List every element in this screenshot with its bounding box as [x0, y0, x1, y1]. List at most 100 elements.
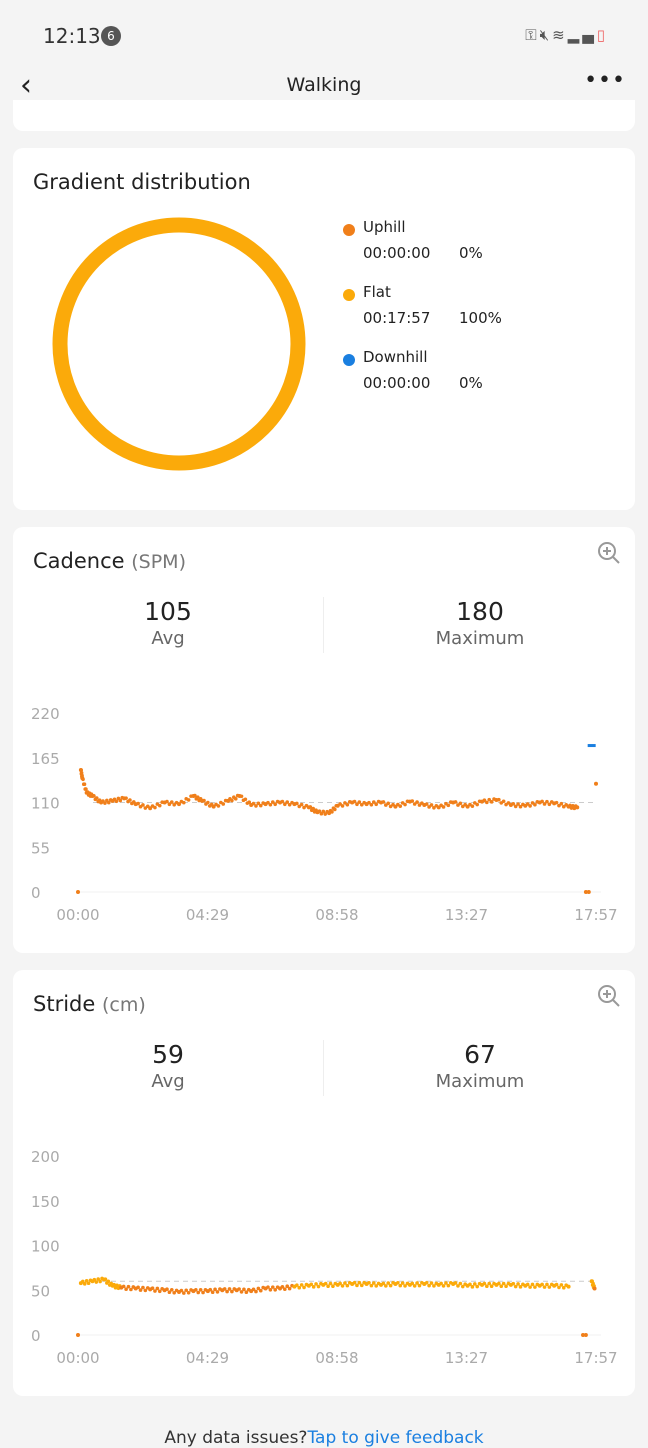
data-point [511, 802, 516, 806]
data-point [482, 1281, 487, 1286]
max-label: Maximum [435, 628, 525, 649]
data-point [256, 1286, 261, 1291]
data-point [242, 1287, 246, 1292]
data-point [412, 1284, 417, 1288]
max-value: 67 [464, 1040, 496, 1069]
data-point [530, 801, 535, 805]
data-point [554, 800, 559, 805]
data-point [79, 768, 83, 772]
data-point [581, 1333, 586, 1337]
data-point [566, 1284, 571, 1289]
data-point [76, 1333, 80, 1337]
data-point [575, 805, 580, 810]
data-point [251, 801, 256, 806]
more-options-button[interactable]: ••• [584, 68, 626, 93]
data-point [225, 1289, 229, 1294]
data-point [369, 803, 374, 807]
data-point [371, 1281, 376, 1285]
zoom-in-icon[interactable] [597, 541, 621, 565]
data-point [169, 800, 174, 804]
data-point [371, 800, 376, 804]
data-point [513, 804, 518, 809]
data-point [237, 1287, 241, 1291]
y-tick-label: 100 [31, 1238, 60, 1256]
data-point [333, 807, 337, 812]
data-point [343, 801, 347, 805]
data-point [381, 1281, 386, 1286]
data-point [499, 1284, 504, 1289]
zoom-in-icon[interactable] [597, 984, 621, 1008]
feedback-link[interactable]: Tap to give feedback [307, 1428, 484, 1448]
data-point [497, 797, 501, 802]
data-point [542, 1285, 547, 1289]
data-point [143, 1288, 148, 1293]
data-point [489, 800, 494, 804]
data-point [429, 803, 434, 807]
y-tick-label: 55 [31, 839, 50, 857]
data-point [417, 1283, 422, 1288]
data-point [497, 1281, 501, 1286]
data-point [247, 800, 252, 805]
data-point [530, 1282, 535, 1287]
data-point [268, 1288, 273, 1292]
data-point [167, 802, 172, 807]
card-title: Gradient distribution [33, 170, 251, 194]
data-point [533, 803, 537, 807]
data-point [460, 1284, 465, 1289]
data-point [94, 1280, 99, 1284]
data-point [94, 796, 99, 800]
data-point [314, 1282, 318, 1286]
data-point [396, 1280, 400, 1285]
data-point [299, 1283, 304, 1287]
data-point [155, 1286, 160, 1291]
card-title: Stride (cm) [33, 992, 146, 1016]
legend-label: Downhill [363, 348, 428, 366]
data-point [583, 1333, 588, 1337]
data-point [195, 795, 200, 800]
data-point [230, 1289, 234, 1294]
data-point [141, 803, 145, 807]
data-point [129, 1287, 133, 1292]
data-point [308, 805, 313, 809]
data-point [547, 802, 552, 807]
card-title: Cadence (SPM) [33, 549, 186, 573]
back-button[interactable]: ‹ [20, 68, 32, 103]
data-point [594, 781, 598, 786]
data-point [345, 1283, 350, 1288]
data-point [280, 799, 285, 804]
feedback-footer: Any data issues?Tap to give feedback [0, 1428, 648, 1448]
avg-label: Avg [151, 628, 185, 649]
cadence-unit: (SPM) [131, 551, 186, 573]
data-point [504, 1284, 508, 1289]
data-point [547, 1285, 552, 1289]
data-point [251, 1287, 256, 1292]
data-point [583, 890, 588, 894]
data-point [206, 800, 210, 805]
data-point [266, 800, 270, 805]
data-point [386, 801, 391, 806]
data-point [489, 1284, 494, 1289]
data-point [184, 1288, 189, 1293]
data-point [254, 1289, 258, 1294]
data-point [287, 1286, 292, 1291]
data-point [112, 1282, 116, 1287]
data-point [410, 1281, 415, 1286]
data-point [82, 782, 87, 786]
data-point [540, 799, 544, 804]
data-point [525, 802, 530, 806]
data-point [302, 805, 306, 810]
data-point [215, 1290, 220, 1294]
data-point [148, 806, 153, 811]
data-point [309, 1282, 314, 1287]
data-point [239, 1290, 244, 1294]
max-stat: 180 Maximum [325, 597, 635, 649]
data-point [487, 1281, 492, 1286]
data-point [453, 800, 458, 804]
data-point [427, 1283, 431, 1288]
y-tick-label: 165 [31, 750, 60, 768]
top-app-bar: ‹ Walking ••• [0, 64, 648, 108]
data-point [186, 798, 191, 802]
data-point [359, 803, 364, 807]
y-tick-label: 110 [31, 795, 60, 813]
data-point [441, 1284, 446, 1288]
